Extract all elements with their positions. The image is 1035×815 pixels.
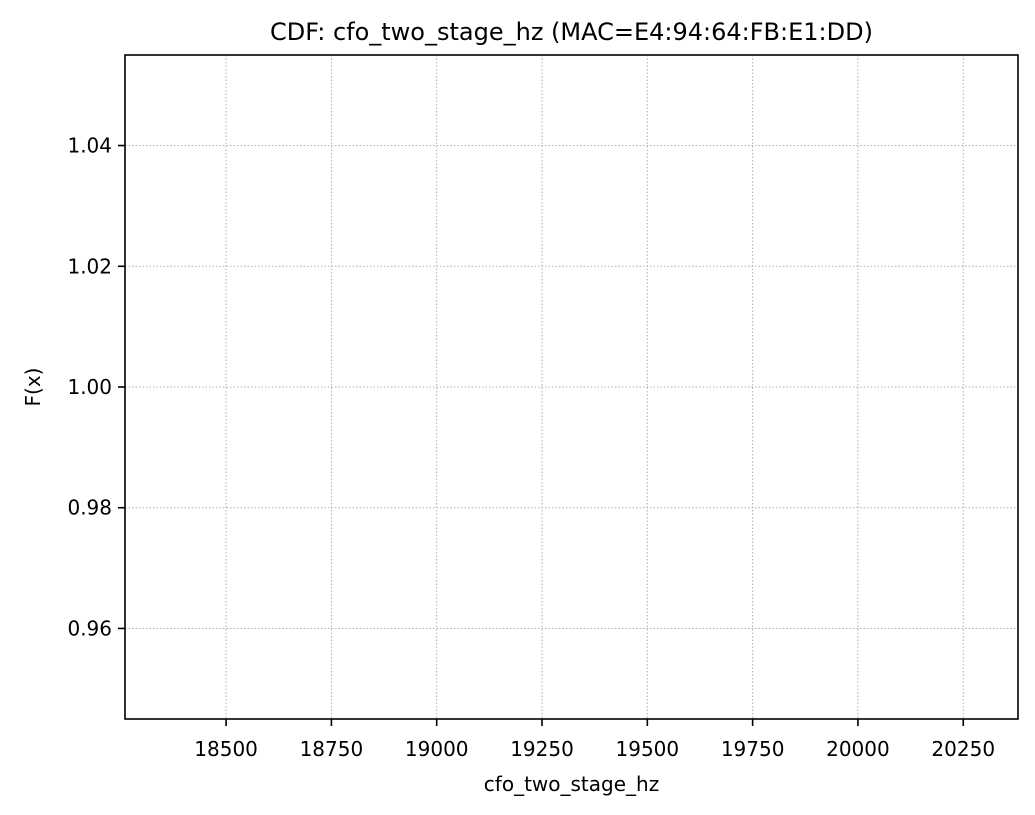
x-tick-label: 19000	[405, 737, 469, 761]
x-tick-label: 19250	[510, 737, 574, 761]
y-tick-label: 1.02	[67, 254, 112, 278]
x-axis-ticks: 18500 18750 19000 19250 19500 19750 20000 20250	[194, 719, 995, 761]
y-tick-label: 1.04	[67, 134, 112, 158]
y-axis-label: F(x)	[21, 368, 45, 407]
y-tick-label: 0.98	[67, 496, 112, 520]
x-tick-label: 18500	[194, 737, 258, 761]
x-tick-label: 20250	[931, 737, 995, 761]
x-tick-label: 19500	[616, 737, 680, 761]
grid-lines	[125, 55, 1018, 719]
y-tick-label: 1.00	[67, 375, 112, 399]
x-tick-label: 20000	[826, 737, 890, 761]
y-axis-ticks: 0.96 0.98 1.00 1.02 1.04	[67, 134, 125, 640]
x-tick-label: 18750	[300, 737, 364, 761]
chart-title: CDF: cfo_two_stage_hz (MAC=E4:94:64:FB:E…	[270, 18, 873, 46]
x-axis-label: cfo_two_stage_hz	[484, 772, 659, 796]
y-tick-label: 0.96	[67, 616, 112, 640]
x-tick-label: 19750	[721, 737, 785, 761]
